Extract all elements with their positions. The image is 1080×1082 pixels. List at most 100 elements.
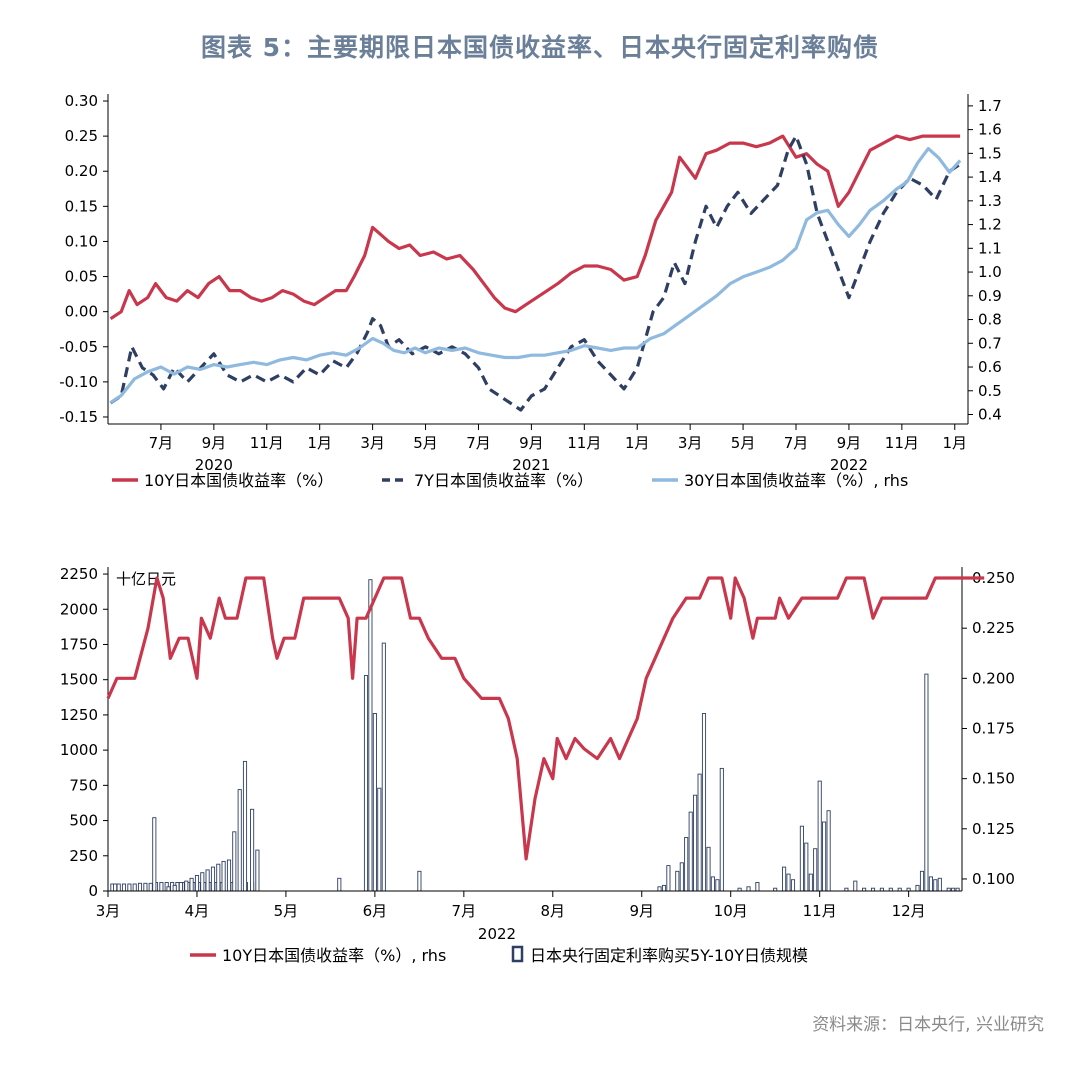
x-tick-label: 7月 <box>149 434 174 452</box>
purchase-bar <box>933 879 938 892</box>
purchase-bar <box>116 883 121 892</box>
series-line-30y <box>109 146 962 404</box>
purchase-bar <box>113 883 118 892</box>
purchase-bar <box>684 837 689 892</box>
purchase-bar <box>189 877 194 892</box>
purchase-bar <box>808 873 813 892</box>
x-year-label: 2022 <box>478 925 516 943</box>
x-tick-label: 3月 <box>678 434 703 452</box>
purchase-bar <box>237 789 242 892</box>
purchase-bar <box>755 882 760 892</box>
y-tick-label-left: 0 <box>88 882 98 900</box>
purchase-bar <box>928 876 933 892</box>
purchase-bar <box>746 886 751 892</box>
y-tick-label-right: 0.225 <box>972 619 1015 637</box>
y-tick-label-right: 0.5 <box>978 382 1002 400</box>
purchase-bar <box>368 579 373 892</box>
purchase-bar <box>216 863 221 892</box>
x-tick-label: 10月 <box>714 902 748 920</box>
purchase-bar <box>194 875 200 892</box>
purchase-bar <box>242 760 248 892</box>
y-tick-label-left: 500 <box>69 812 98 830</box>
purchase-bar <box>148 882 153 892</box>
x-year-label: 2021 <box>512 456 550 474</box>
purchase-bar <box>417 870 422 892</box>
purchase-bar <box>143 882 148 892</box>
legend-label: 日本央行固定利率购买5Y-10Y日债规模 <box>530 946 808 965</box>
purchase-bar <box>137 882 143 892</box>
chart1-series <box>109 134 962 412</box>
boj-purchase-chart: 2250 2000 1750 1500 1250 1000 750 500 250 0 0.250 0… <box>60 565 1015 965</box>
purchase-bar <box>210 866 216 892</box>
y-tick-label-left: 1000 <box>60 741 98 759</box>
x-tick-label: 4月 <box>185 902 210 920</box>
purchase-bar <box>675 870 680 892</box>
y-tick-label-right: 0.7 <box>978 334 1002 352</box>
x-tick-label: 7月 <box>452 902 477 920</box>
y-tick-label-left: -0.05 <box>59 338 98 356</box>
y-tick-label-left: 1250 <box>60 706 98 724</box>
y-tick-label-left: -0.10 <box>59 373 98 391</box>
y-tick-label-left: 1750 <box>60 635 98 653</box>
purchase-bar <box>657 886 662 892</box>
legend-label: 10Y日本国债收益率（%）, rhs <box>222 946 446 965</box>
x-tick-label: 3月 <box>360 434 385 452</box>
purchase-bar <box>381 642 386 892</box>
purchase-bar <box>915 884 920 892</box>
x-tick-label: 5月 <box>274 902 299 920</box>
purchase-bar <box>924 673 929 892</box>
y-tick-label-right: 1.1 <box>978 239 1002 257</box>
purchase-bar <box>661 884 667 892</box>
y-tick-label-left: 0.05 <box>65 268 98 286</box>
purchase-bar <box>337 877 342 892</box>
x-tick-label: 1月 <box>625 434 650 452</box>
chart2-legend: 10Y日本国债收益率（%）, rhs 日本央行固定利率购买5Y-10Y日债规模 <box>190 945 808 965</box>
chart2-bars <box>110 579 960 892</box>
x-tick-label: 3月 <box>96 902 121 920</box>
purchase-bar <box>121 883 127 892</box>
y-tick-label-left: 0.20 <box>65 162 98 180</box>
purchase-bar <box>937 877 942 892</box>
purchase-bar <box>152 817 157 892</box>
series-line-10y <box>106 576 985 861</box>
y-tick-label-left: 0.30 <box>65 92 98 110</box>
x-tick-label: 7月 <box>784 434 809 452</box>
y-tick-label-right: 1.7 <box>978 97 1002 115</box>
purchase-bar <box>822 821 827 892</box>
series-line-7y <box>109 134 961 412</box>
y-tick-label-left: 750 <box>69 776 98 794</box>
y-tick-label-left: -0.15 <box>59 408 98 426</box>
x-year-label: 2020 <box>195 456 233 474</box>
x-tick-label: 9月 <box>202 434 227 452</box>
legend-label: 30Y日本国债收益率（%）, rhs <box>684 471 908 490</box>
purchase-bar <box>701 713 707 892</box>
yield-line-chart: 0.30 0.25 0.20 0.15 0.10 0.05 0.00 -0.05 -0.10 -0… <box>59 92 1002 490</box>
y-tick-label-right: 1.5 <box>978 144 1002 162</box>
x-tick-label: 9月 <box>519 434 544 452</box>
x-tick-label: 7月 <box>466 434 491 452</box>
purchase-bar <box>232 831 237 892</box>
purchase-bar <box>372 713 377 892</box>
y-tick-label-right: 0.175 <box>972 719 1015 737</box>
x-tick-label: 5月 <box>731 434 756 452</box>
source-note: 资料来源：日本央行, 兴业研究 <box>812 1015 1044 1035</box>
chart1-axes: 0.30 0.25 0.20 0.15 0.10 0.05 0.00 -0.05 -0.10 -0… <box>59 92 1002 474</box>
x-tick-label: 1月 <box>942 434 967 452</box>
purchase-bar <box>799 825 804 892</box>
purchase-bar <box>132 883 137 892</box>
x-tick-label: 5月 <box>413 434 438 452</box>
y-tick-label-left: 2000 <box>60 600 98 618</box>
y-tick-label-left: 0.10 <box>65 232 98 250</box>
y-tick-label-left: 0.15 <box>65 197 98 215</box>
purchase-bar <box>205 869 210 892</box>
y-tick-label-left: 2250 <box>60 565 98 583</box>
y-tick-label-right: 0.9 <box>978 287 1002 305</box>
x-tick-label: 11月 <box>250 434 284 452</box>
y-tick-label-right: 0.4 <box>978 406 1002 424</box>
y-tick-label-right: 1.6 <box>978 121 1002 139</box>
purchase-bar <box>221 860 226 892</box>
chart2-axes: 2250 2000 1750 1500 1250 1000 750 500 250 0 0.250 0… <box>60 565 1015 943</box>
y-tick-label-left: 0.25 <box>65 127 98 145</box>
purchase-bar <box>172 884 177 892</box>
purchase-bar <box>679 862 684 892</box>
